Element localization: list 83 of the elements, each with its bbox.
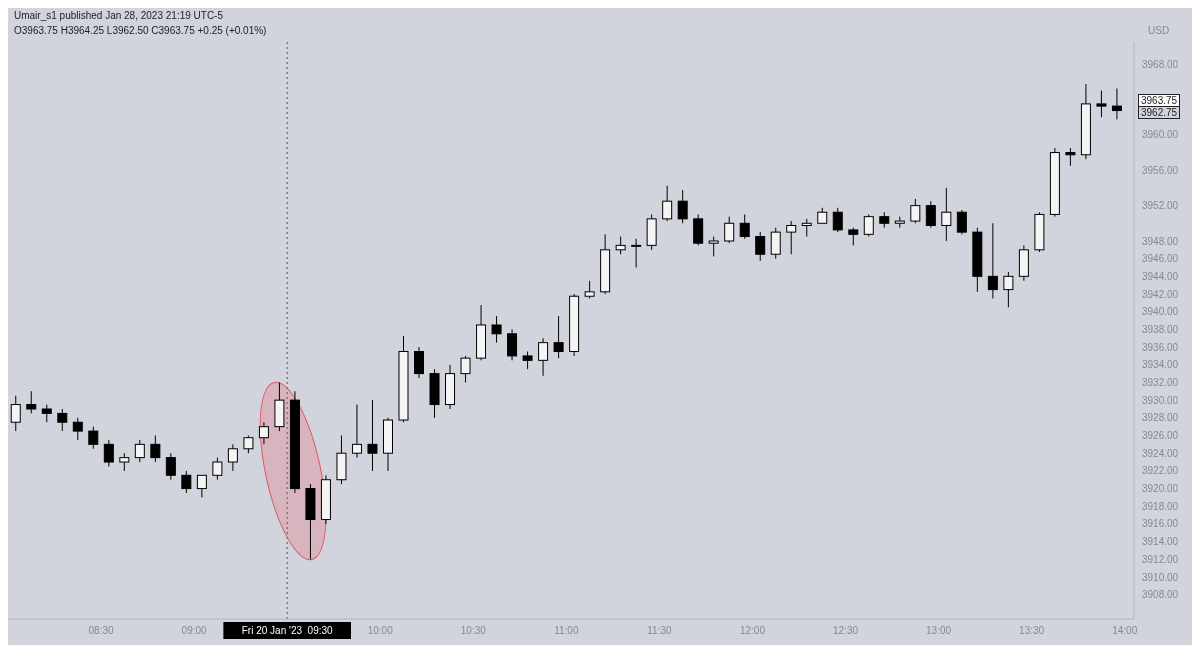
candlestick xyxy=(212,457,223,481)
candlestick xyxy=(631,238,642,268)
candlestick xyxy=(507,328,518,361)
y-tick-label: 3936.00 xyxy=(1142,341,1179,353)
y-tick-label: 3928.00 xyxy=(1142,412,1179,424)
candlestick xyxy=(196,474,207,498)
candlestick xyxy=(956,209,967,235)
candlestick xyxy=(1096,90,1107,118)
y-tick-label: 3908.00 xyxy=(1142,589,1179,601)
candlestick xyxy=(941,187,952,242)
y-tick-label: 3932.00 xyxy=(1142,377,1179,388)
candlestick xyxy=(863,213,874,238)
y-tick-label: 3916.00 xyxy=(1142,518,1179,530)
y-tick-label: 3918.00 xyxy=(1142,500,1179,512)
candlestick xyxy=(88,426,99,450)
x-tick-label: 14:00 xyxy=(1112,625,1138,637)
y-tick-label: 3956.00 xyxy=(1142,164,1179,176)
y-tick-label: 3924.00 xyxy=(1142,447,1179,459)
candlestick xyxy=(414,346,424,379)
y-tick-label: 3946.00 xyxy=(1142,253,1179,265)
x-tick-label: 12:00 xyxy=(739,625,766,637)
y-tick-label: 3968.00 xyxy=(1142,58,1179,70)
x-tick-label: 12:30 xyxy=(833,625,859,637)
candlestick xyxy=(134,439,145,463)
text: 3962.75 xyxy=(1138,105,1181,119)
candlestick xyxy=(538,337,549,377)
ref-line-label: Fri 20 Jan '23 09:30 xyxy=(241,625,334,636)
y-tick-label: 3922.00 xyxy=(1142,465,1179,477)
candlestick xyxy=(910,198,921,224)
y-tick-label: 3920.00 xyxy=(1142,483,1179,495)
y-tick-label: 3940.00 xyxy=(1142,306,1179,318)
candlestick xyxy=(925,200,936,229)
candlestick xyxy=(72,417,83,441)
candlestick xyxy=(662,185,673,222)
candlestick xyxy=(708,236,719,257)
y-tick-label: 3934.00 xyxy=(1142,359,1179,371)
y-tick-label: 3914.00 xyxy=(1142,536,1179,548)
candlestick xyxy=(103,439,114,467)
candlestick xyxy=(755,231,766,262)
candlestick xyxy=(739,213,750,240)
candlestick xyxy=(351,404,362,459)
candlestick xyxy=(724,216,735,244)
y-tick-label: 3930.00 xyxy=(1142,394,1179,406)
candlestick xyxy=(367,399,378,472)
candlestick xyxy=(987,222,998,299)
candlestick xyxy=(258,421,269,445)
candlestick xyxy=(227,443,238,472)
candlestick xyxy=(57,408,68,432)
candlestick xyxy=(1003,271,1014,308)
candlestick xyxy=(677,189,688,224)
candlestick xyxy=(150,435,161,463)
x-tick-label: 09:00 xyxy=(181,625,208,637)
y-tick-label: 3942.00 xyxy=(1142,288,1179,300)
candlestick xyxy=(786,220,797,255)
y-tick-label: 3926.00 xyxy=(1142,430,1179,442)
y-tick-label: 3938.00 xyxy=(1142,323,1179,335)
text: 3963.75 xyxy=(1138,93,1181,107)
y-tick-label: 3912.00 xyxy=(1142,553,1179,565)
y-tick-label: 3944.00 xyxy=(1142,270,1179,282)
text: Umair_s1 published Jan 28, 2023 21:19 UTC-5 xyxy=(14,10,224,21)
x-tick-label: 11:00 xyxy=(554,625,579,637)
candlestick xyxy=(26,390,37,414)
candlestick xyxy=(832,207,843,233)
text: O3963.75 H3964.25 L3962.50 C3963.75 +0.25 (+0.01%) xyxy=(14,25,267,36)
y-tick-label: 3948.00 xyxy=(1142,235,1179,247)
y-tick-label: 3910.00 xyxy=(1142,571,1179,583)
candlestick xyxy=(553,315,564,359)
x-tick-label: 08:30 xyxy=(88,625,115,637)
x-tick-label: 13:30 xyxy=(1019,625,1045,637)
y-tick-label: 3960.00 xyxy=(1142,129,1179,141)
y-axis-title: USD xyxy=(1148,25,1170,36)
x-tick-label: 10:00 xyxy=(367,625,394,637)
candlestick xyxy=(1111,87,1122,120)
x-tick-label: 10:30 xyxy=(460,625,487,637)
candlestick xyxy=(165,452,176,481)
candlestick xyxy=(10,395,21,432)
candlestick xyxy=(491,315,502,344)
x-tick-label: 11:30 xyxy=(647,625,672,637)
y-tick-label: 3952.00 xyxy=(1142,200,1179,212)
candlestick xyxy=(770,227,781,260)
candlestick xyxy=(460,355,471,383)
x-tick-label: 13:00 xyxy=(926,625,952,637)
candlestick xyxy=(181,470,192,494)
